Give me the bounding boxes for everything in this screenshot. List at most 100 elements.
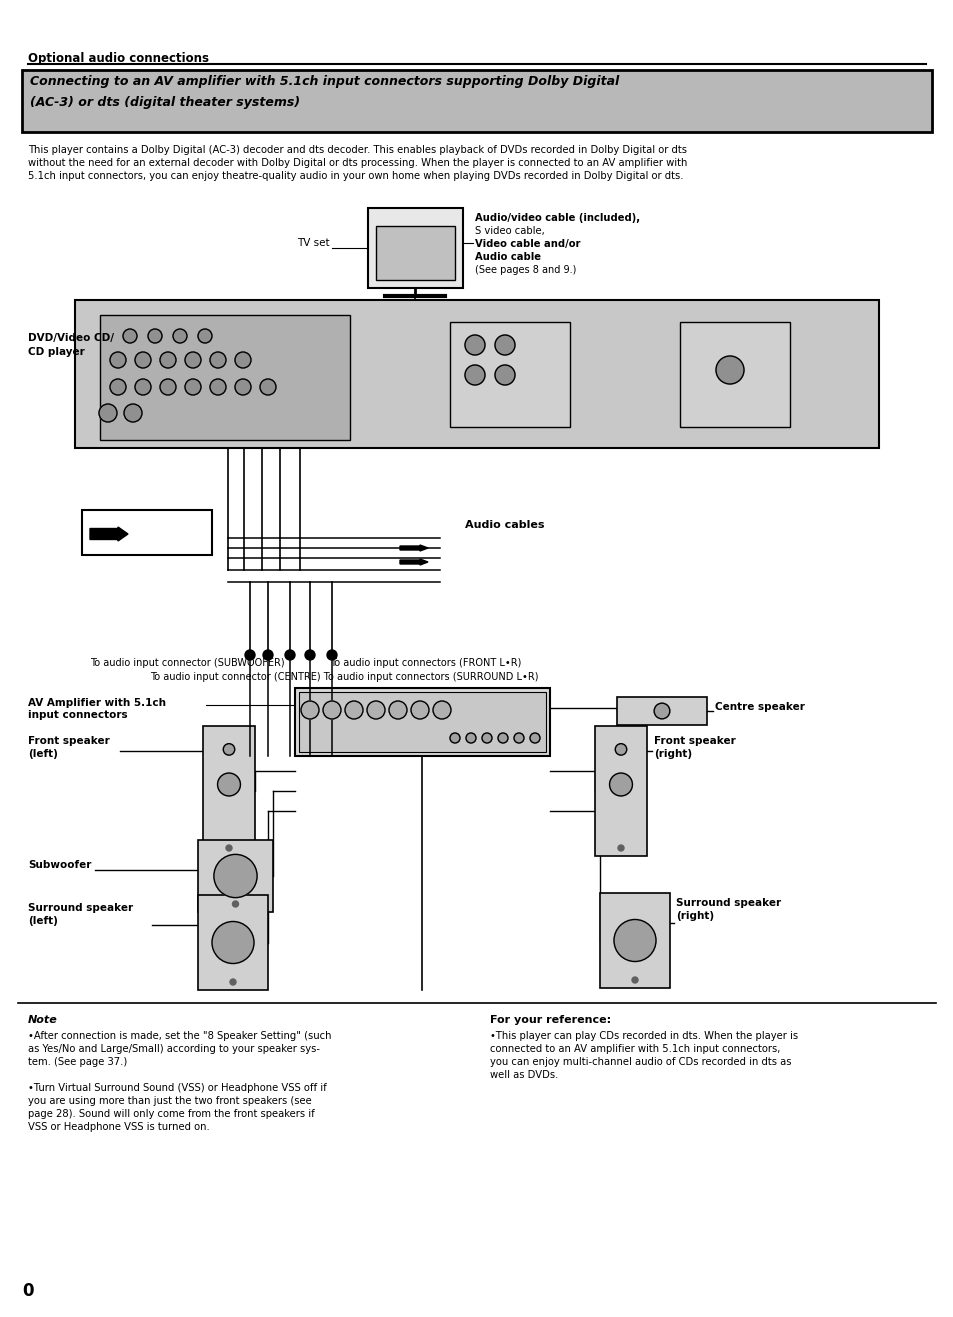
Text: Front speaker: Front speaker (654, 736, 735, 745)
Bar (294, 687, 550, 756)
FancyArrow shape (399, 558, 428, 565)
Circle shape (230, 979, 235, 985)
Bar (450, 321, 569, 427)
Circle shape (514, 734, 523, 743)
Text: without the need for an external decoder with Dolby Digital or dts processing. W: without the need for an external decoder… (28, 158, 687, 169)
Text: To audio input connector (SUBWOOFER): To audio input connector (SUBWOOFER) (90, 658, 284, 668)
Text: (right): (right) (676, 911, 714, 921)
Text: Audio cable: Audio cable (475, 252, 540, 262)
Text: Front speaker: Front speaker (28, 736, 110, 745)
Bar (203, 726, 254, 856)
Circle shape (123, 329, 137, 342)
Circle shape (464, 365, 484, 385)
Circle shape (233, 901, 238, 907)
Text: Optional audio connections: Optional audio connections (28, 51, 209, 65)
Text: 5.1ch input connectors, you can enjoy theatre-quality audio in your own home whe: 5.1ch input connectors, you can enjoy th… (28, 171, 682, 180)
Text: DVD/Video CD/: DVD/Video CD/ (28, 333, 113, 342)
Circle shape (110, 352, 126, 367)
Text: Surround speaker: Surround speaker (28, 903, 133, 913)
Circle shape (465, 734, 476, 743)
Text: •After connection is made, set the "8 Speaker Setting" (such: •After connection is made, set the "8 Sp… (28, 1031, 331, 1040)
Circle shape (631, 977, 638, 982)
Circle shape (148, 329, 162, 342)
Text: well as DVDs.: well as DVDs. (490, 1069, 558, 1080)
Circle shape (345, 701, 363, 719)
Circle shape (160, 379, 175, 395)
Circle shape (433, 701, 451, 719)
Text: (left): (left) (28, 917, 58, 926)
Text: Note: Note (28, 1015, 58, 1025)
Text: To audio input connectors (FRONT L•R): To audio input connectors (FRONT L•R) (330, 658, 521, 668)
Bar (198, 840, 273, 911)
Circle shape (99, 404, 117, 421)
Text: 0: 0 (22, 1281, 33, 1300)
Circle shape (212, 922, 253, 964)
Bar (198, 896, 268, 990)
Circle shape (223, 744, 234, 755)
Bar (298, 691, 545, 752)
Bar (599, 893, 669, 988)
Circle shape (160, 352, 175, 367)
Circle shape (213, 855, 256, 898)
Circle shape (135, 379, 151, 395)
Text: connected to an AV amplifier with 5.1ch input connectors,: connected to an AV amplifier with 5.1ch … (490, 1044, 780, 1054)
Circle shape (285, 651, 294, 660)
Circle shape (234, 379, 251, 395)
Circle shape (327, 651, 336, 660)
Circle shape (618, 846, 623, 851)
Circle shape (135, 352, 151, 367)
Text: AV Amplifier with 5.1ch: AV Amplifier with 5.1ch (28, 698, 166, 709)
Circle shape (210, 352, 226, 367)
Bar (595, 726, 646, 856)
Circle shape (389, 701, 407, 719)
Circle shape (411, 701, 429, 719)
Circle shape (716, 356, 743, 385)
Text: signal flow: signal flow (126, 529, 178, 540)
Circle shape (495, 365, 515, 385)
Text: page 28). Sound will only come from the front speakers if: page 28). Sound will only come from the … (28, 1109, 314, 1119)
Text: Connecting to an AV amplifier with 5.1ch input connectors supporting Dolby Digit: Connecting to an AV amplifier with 5.1ch… (30, 75, 618, 88)
Text: Audio cables: Audio cables (464, 520, 544, 529)
Text: TV set: TV set (297, 238, 330, 248)
Text: Subwoofer: Subwoofer (28, 860, 91, 871)
Bar (75, 300, 878, 448)
Circle shape (217, 773, 240, 795)
Circle shape (172, 329, 187, 342)
Text: Audio/video cable (included),: Audio/video cable (included), (475, 213, 639, 223)
Circle shape (260, 379, 275, 395)
Circle shape (495, 335, 515, 356)
Text: input connectors: input connectors (28, 710, 128, 720)
Bar (82, 510, 212, 554)
Text: S video cable,: S video cable, (475, 227, 544, 236)
Circle shape (198, 329, 212, 342)
Text: (right): (right) (654, 749, 691, 759)
Text: Video cable and/or: Video cable and/or (475, 238, 579, 249)
Circle shape (210, 379, 226, 395)
Text: tem. (See page 37.): tem. (See page 37.) (28, 1058, 127, 1067)
Text: This player contains a Dolby Digital (AC-3) decoder and dts decoder. This enable: This player contains a Dolby Digital (AC… (28, 145, 686, 155)
FancyArrow shape (399, 545, 428, 551)
Bar (100, 315, 350, 440)
Text: Surround speaker: Surround speaker (676, 898, 781, 907)
Circle shape (481, 734, 492, 743)
Circle shape (367, 701, 385, 719)
Text: as Yes/No and Large/Small) according to your speaker sys-: as Yes/No and Large/Small) according to … (28, 1044, 319, 1054)
Circle shape (110, 379, 126, 395)
Circle shape (185, 352, 201, 367)
Bar (679, 321, 789, 427)
Circle shape (185, 379, 201, 395)
FancyArrow shape (90, 527, 128, 541)
Circle shape (615, 744, 626, 755)
Circle shape (226, 846, 232, 851)
Text: Direction of: Direction of (126, 516, 182, 525)
Circle shape (609, 773, 632, 795)
Text: CD player: CD player (28, 346, 85, 357)
Bar (22, 70, 931, 132)
Text: •This player can play CDs recorded in dts. When the player is: •This player can play CDs recorded in dt… (490, 1031, 798, 1040)
Circle shape (124, 404, 142, 421)
Text: (AC-3) or dts (digital theater systems): (AC-3) or dts (digital theater systems) (30, 96, 300, 109)
Text: To audio input connector (CENTRE) To audio input connectors (SURROUND L•R): To audio input connector (CENTRE) To aud… (150, 672, 537, 682)
Text: Centre speaker: Centre speaker (714, 702, 804, 712)
Text: •Turn Virtual Surround Sound (VSS) or Headphone VSS off if: •Turn Virtual Surround Sound (VSS) or He… (28, 1083, 327, 1093)
Circle shape (263, 651, 273, 660)
